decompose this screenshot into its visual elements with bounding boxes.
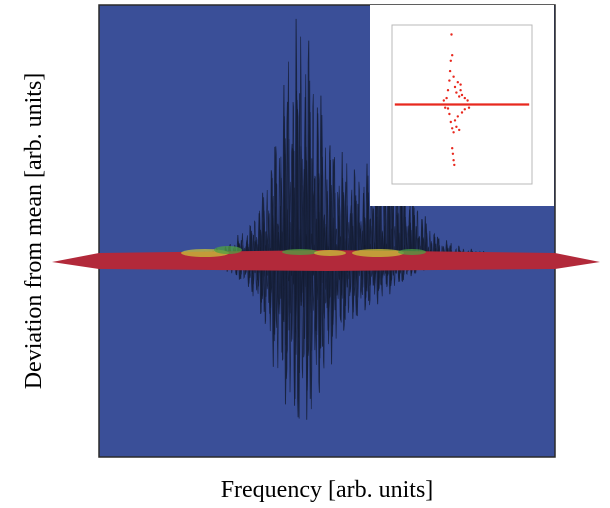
inset-point-18: [448, 112, 451, 116]
inset-panel: [370, 5, 554, 206]
inset-point-31: [463, 108, 466, 111]
inset-point-8: [451, 54, 454, 57]
ridge-highlight-5: [352, 249, 404, 257]
inset-point-32: [467, 106, 471, 109]
baseline-ridge: [52, 246, 600, 271]
inset-point-17: [466, 99, 469, 102]
inset-point-33: [446, 107, 450, 110]
inset-point-20: [451, 127, 454, 130]
inset-scatter: [394, 33, 530, 167]
ridge-highlight-2: [214, 246, 242, 254]
inset-point-15: [460, 93, 464, 97]
inset-point-1: [442, 99, 445, 102]
inset-point-14: [459, 89, 462, 92]
ridge-highlight-4: [314, 250, 346, 256]
inset-point-35: [459, 83, 462, 86]
x-axis-label: Frequency [arb. units]: [221, 477, 434, 503]
y-axis-label: Deviation from mean [arb. units]: [21, 73, 47, 390]
inset-point-25: [458, 128, 461, 132]
inset-point-30: [451, 152, 455, 155]
inset-point-34: [444, 106, 447, 109]
inset-point-3: [446, 89, 450, 92]
inset-point-22: [453, 119, 457, 122]
inset-point-11: [455, 91, 458, 94]
inset-point-26: [460, 111, 464, 114]
inset-point-4: [448, 79, 451, 82]
inset-point-12: [456, 81, 459, 84]
ridge-highlight-3: [282, 249, 318, 255]
inset-point-10: [453, 85, 457, 89]
inset-point-23: [455, 125, 458, 128]
inset-point-21: [452, 131, 455, 134]
inset-frame: [391, 24, 533, 185]
inset-point-6: [449, 59, 452, 62]
inset-point-2: [445, 96, 448, 100]
inset-point-13: [458, 95, 461, 98]
inset-point-5: [448, 69, 452, 73]
inset-point-29: [453, 163, 456, 167]
inset-point-7: [450, 33, 453, 36]
inset-point-24: [456, 115, 459, 118]
inset-point-16: [463, 96, 466, 100]
inset-point-19: [449, 120, 452, 124]
ridge-highlight-6: [398, 249, 426, 255]
inset-point-28: [452, 159, 455, 162]
inset-point-9: [452, 75, 455, 78]
inset-point-27: [451, 147, 454, 150]
